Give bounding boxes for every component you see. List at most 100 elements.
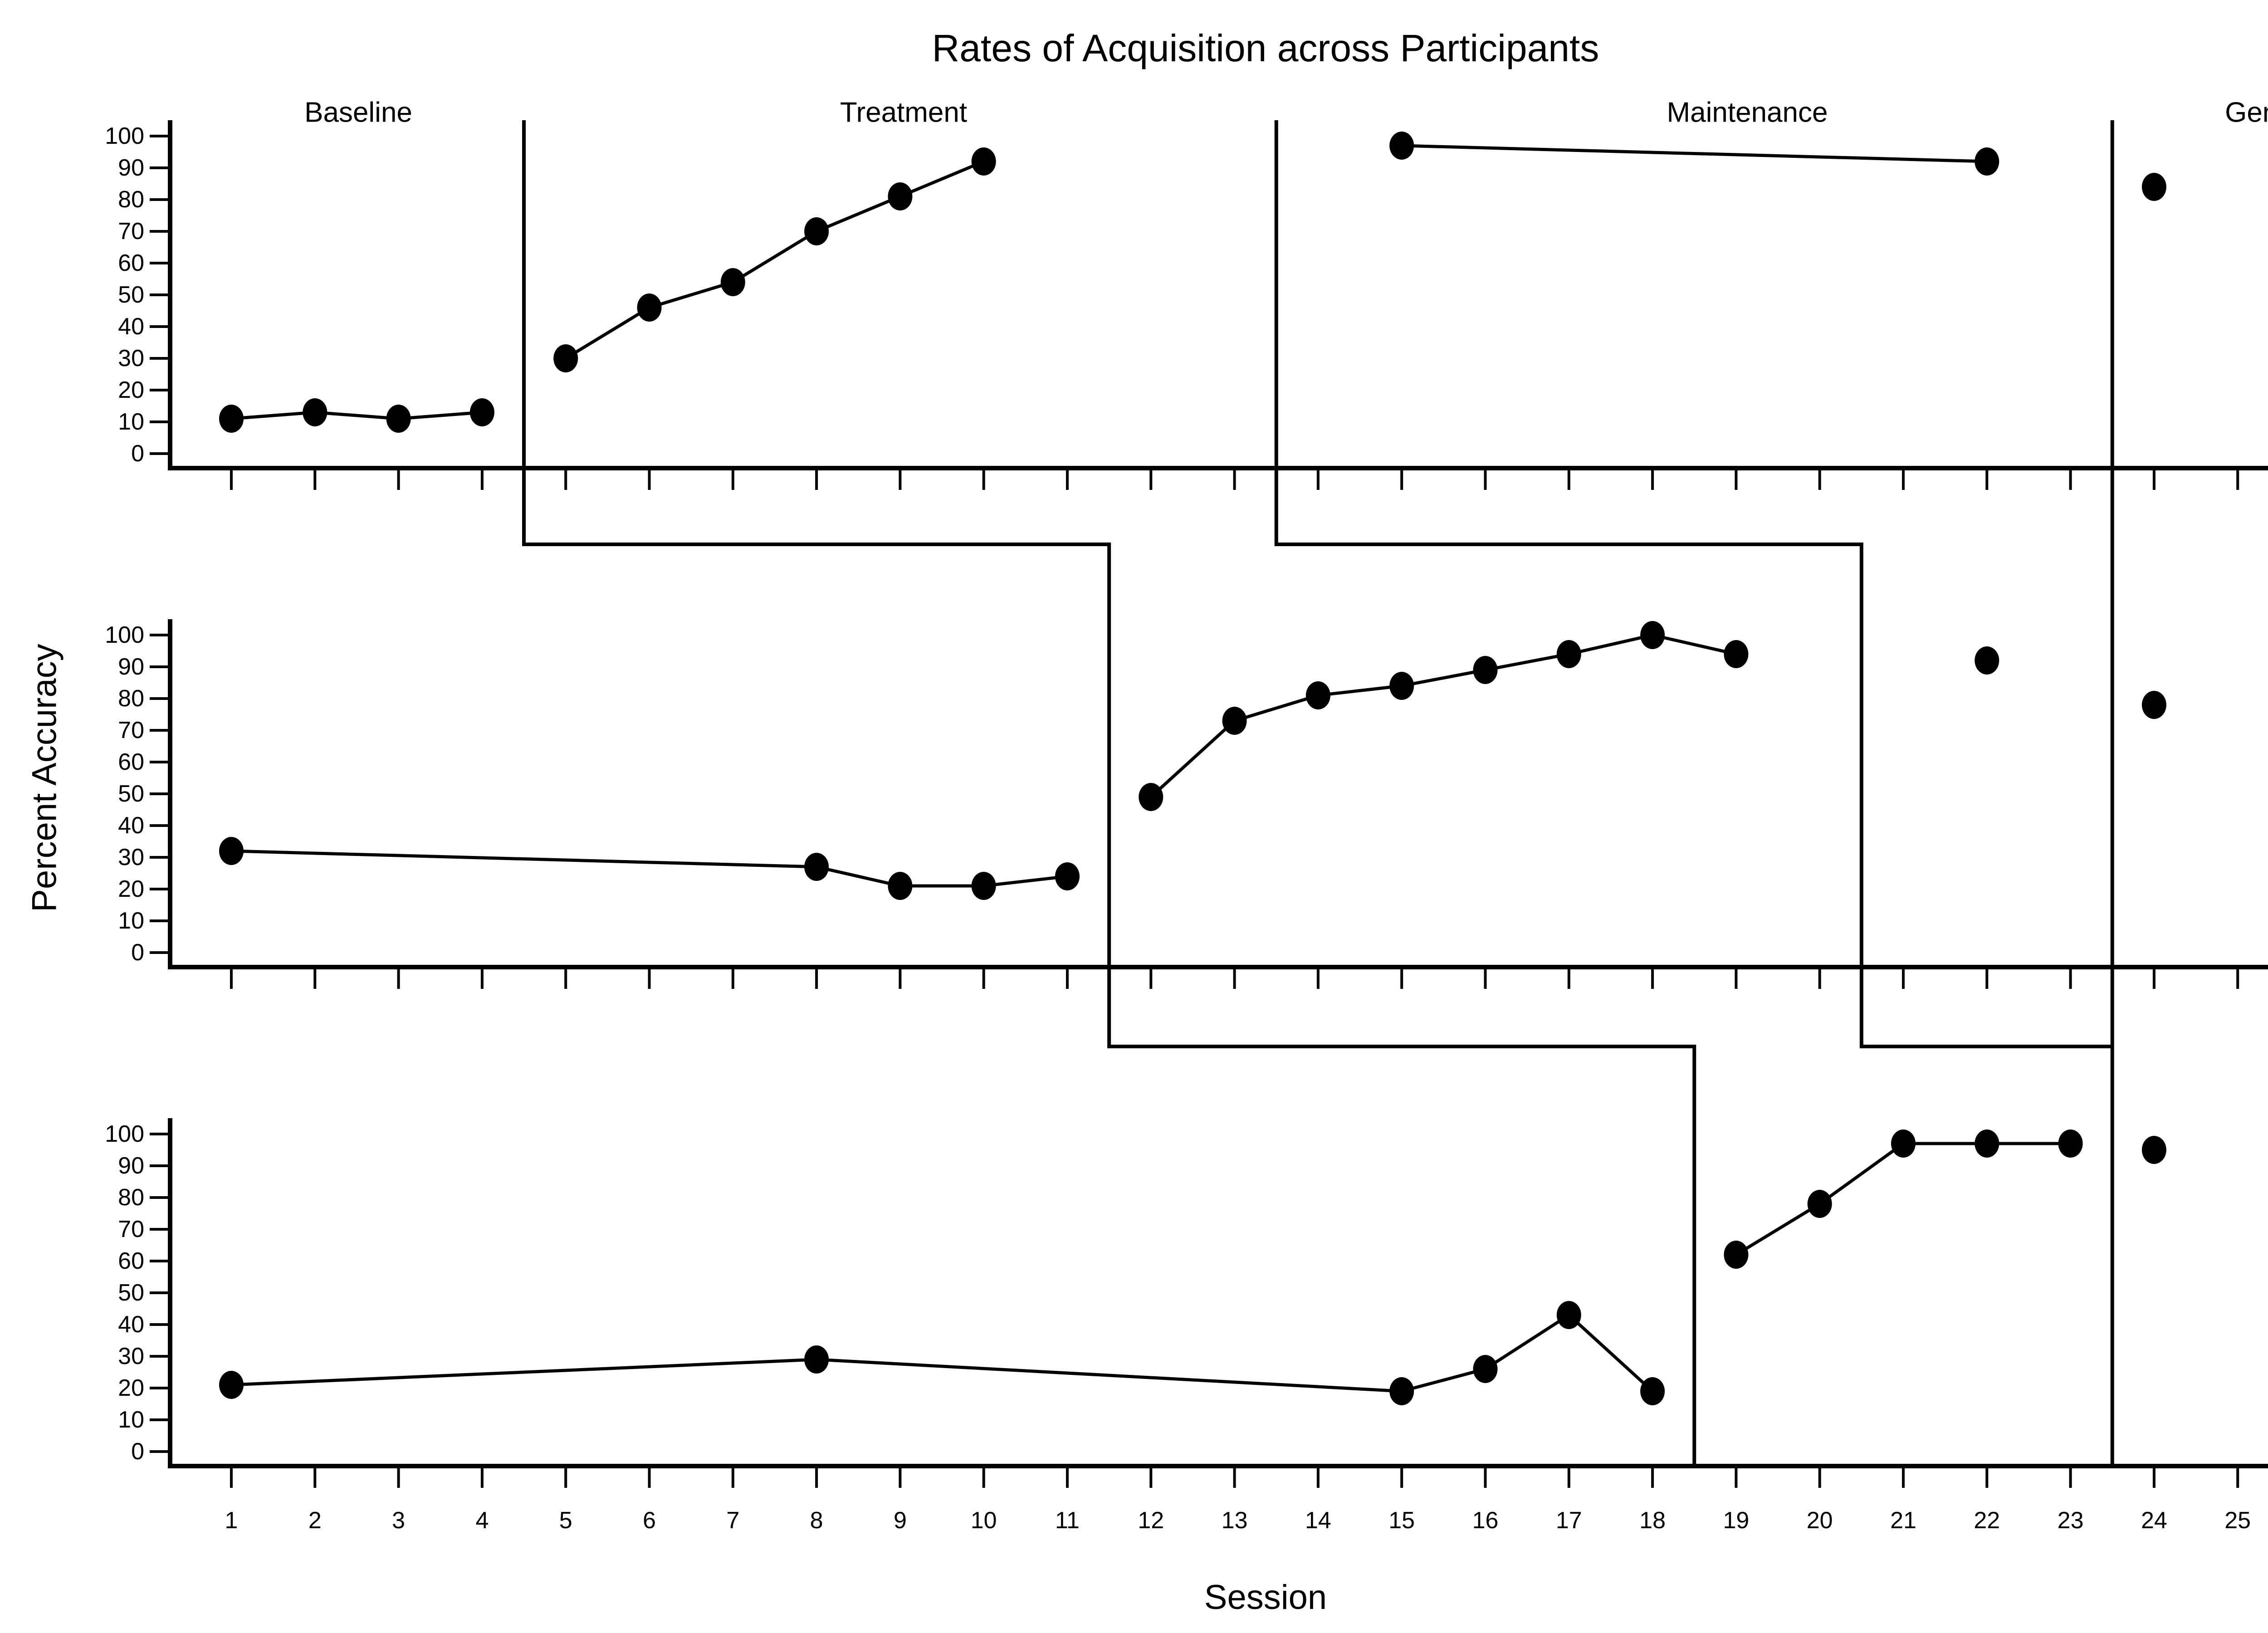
y-tick-label: 70 <box>118 1216 144 1242</box>
x-tick-label: 10 <box>971 1507 997 1534</box>
y-tick-label: 80 <box>118 1184 144 1211</box>
y-tick-label: 60 <box>118 1248 144 1274</box>
y-tick-label: 100 <box>105 123 144 149</box>
y-tick-label: 90 <box>118 1153 144 1179</box>
y-tick-label: 0 <box>131 939 144 966</box>
data-point <box>1389 132 1414 160</box>
data-point <box>2141 691 2166 719</box>
data-point <box>219 837 244 865</box>
data-line <box>231 411 483 420</box>
data-point <box>219 1371 244 1399</box>
data-point <box>971 147 996 176</box>
x-axis-title: Session <box>1204 1578 1327 1617</box>
y-tick-label: 10 <box>118 409 144 435</box>
data-point <box>1556 640 1581 668</box>
data-point <box>971 872 996 900</box>
y-tick-label: 90 <box>118 155 144 181</box>
data-line <box>231 1313 1654 1393</box>
y-tick-label: 80 <box>118 186 144 213</box>
data-point <box>637 293 662 322</box>
data-point <box>386 405 411 433</box>
data-point <box>1975 1129 1999 1158</box>
data-line <box>565 160 985 360</box>
data-point <box>1640 1377 1665 1405</box>
x-tick-label: 20 <box>1807 1507 1833 1534</box>
chart-title: Rates of Acquisition across Participants <box>932 27 1599 69</box>
x-tick-label: 7 <box>726 1507 739 1534</box>
x-tick-label: 25 <box>2224 1507 2251 1534</box>
phase-label-maintenance: Maintenance <box>1667 97 1828 128</box>
data-point <box>303 398 327 426</box>
y-tick-label: 90 <box>118 654 144 680</box>
x-tick-label: 13 <box>1222 1507 1248 1534</box>
x-tick-label: 21 <box>1890 1507 1916 1534</box>
y-tick-label: 0 <box>131 440 144 467</box>
data-point <box>1473 656 1498 684</box>
data-line <box>1149 633 1737 798</box>
y-tick-label: 80 <box>118 685 144 712</box>
data-point <box>804 853 829 881</box>
data-point <box>2141 1136 2166 1164</box>
data-point <box>804 1345 829 1374</box>
phase-change-line-treatment-maintenance <box>1274 120 2112 1048</box>
data-point <box>1640 621 1665 649</box>
x-tick-label: 8 <box>810 1507 823 1534</box>
x-tick-label: 19 <box>1723 1507 1749 1534</box>
phase-label-generalization: Generalization <box>2225 97 2268 128</box>
data-point <box>1975 646 1999 675</box>
y-tick-label: 70 <box>118 717 144 743</box>
y-tick-label: 70 <box>118 218 144 244</box>
y-tick-label: 50 <box>118 1280 144 1306</box>
data-point <box>1891 1129 1916 1158</box>
y-tick-label: 20 <box>118 377 144 403</box>
y-tick-label: 10 <box>118 1407 144 1433</box>
x-tick-label: 22 <box>1974 1507 2000 1534</box>
data-point <box>1724 1241 1749 1269</box>
data-point <box>1055 862 1080 890</box>
data-point <box>720 268 745 296</box>
x-tick-label: 4 <box>475 1507 489 1534</box>
y-tick-label: 50 <box>118 781 144 807</box>
data-point <box>1975 147 1999 176</box>
data-point <box>469 398 494 426</box>
data-point <box>553 344 578 372</box>
data-point <box>2141 173 2166 201</box>
data-line <box>231 849 1068 888</box>
y-tick-label: 60 <box>118 749 144 775</box>
x-tick-label: 2 <box>308 1507 322 1534</box>
data-point <box>219 405 244 433</box>
x-tick-label: 3 <box>392 1507 405 1534</box>
data-point <box>1389 1377 1414 1405</box>
data-point <box>888 872 913 900</box>
x-tick-label: 24 <box>2141 1507 2167 1534</box>
x-tick-label: 1 <box>225 1507 238 1534</box>
x-tick-label: 18 <box>1639 1507 1666 1534</box>
x-tick-label: 11 <box>1055 1507 1080 1534</box>
x-tick-label: 15 <box>1388 1507 1415 1534</box>
x-tick-label: 16 <box>1472 1507 1499 1534</box>
data-point <box>888 182 913 210</box>
x-tick-label: 9 <box>894 1507 907 1534</box>
phase-label-baseline: Baseline <box>304 97 412 128</box>
y-tick-label: 40 <box>118 313 144 340</box>
y-tick-label: 30 <box>118 844 144 870</box>
data-point <box>1807 1190 1832 1218</box>
data-point <box>1724 640 1749 668</box>
y-tick-label: 40 <box>118 1311 144 1338</box>
data-point <box>1139 783 1163 811</box>
data-point <box>1389 672 1414 700</box>
y-tick-label: 30 <box>118 345 144 372</box>
y-tick-label: 30 <box>118 1343 144 1369</box>
y-tick-label: 40 <box>118 812 144 839</box>
y-tick-label: 60 <box>118 250 144 276</box>
data-line <box>1402 144 1987 163</box>
x-tick-label: 17 <box>1556 1507 1582 1534</box>
data-point <box>1305 681 1330 709</box>
data-point <box>1556 1301 1581 1329</box>
data-point <box>804 217 829 245</box>
data-point <box>1473 1355 1498 1383</box>
x-tick-label: 23 <box>2058 1507 2084 1534</box>
x-tick-label: 12 <box>1138 1507 1164 1534</box>
